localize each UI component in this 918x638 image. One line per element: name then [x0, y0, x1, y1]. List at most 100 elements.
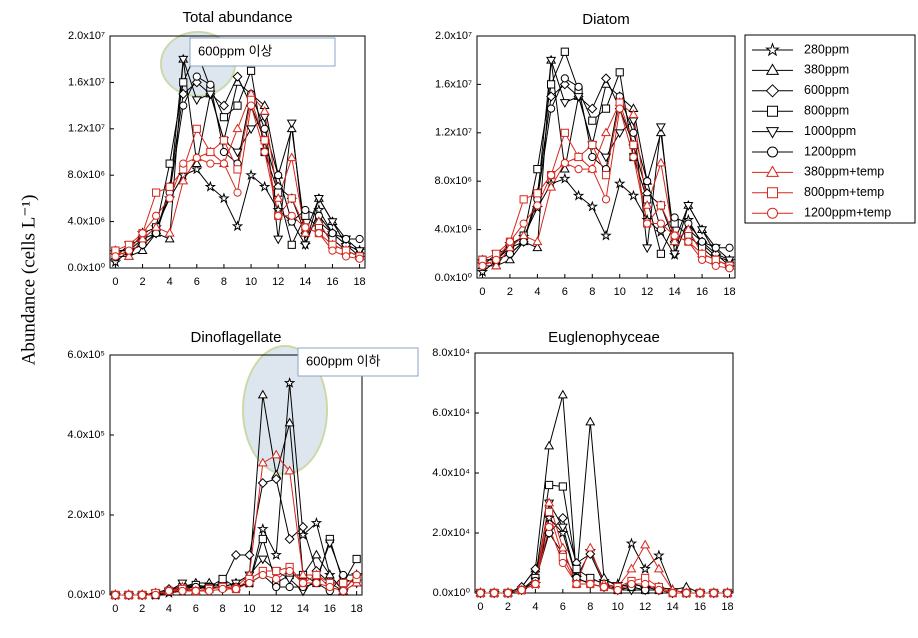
data-point: [505, 237, 515, 246]
data-point: [283, 376, 296, 388]
legend-marker: [765, 127, 780, 139]
data-point: [328, 246, 337, 255]
x-tick-label: 10: [614, 286, 626, 298]
data-point: [627, 579, 636, 589]
data-point: [544, 497, 555, 507]
data-point: [352, 570, 361, 580]
data-point: [124, 246, 134, 255]
y-tick-label: 8.0x10⁴: [432, 347, 470, 359]
x-tick-label: 8: [221, 276, 227, 288]
data-point: [312, 578, 321, 588]
legend-marker: [765, 84, 780, 98]
data-point: [272, 566, 281, 576]
data-point: [151, 222, 162, 231]
data-point: [560, 74, 569, 83]
data-point: [547, 104, 556, 113]
data-point: [517, 585, 526, 595]
data-point: [258, 570, 267, 580]
data-point: [572, 579, 581, 589]
data-point: [640, 539, 651, 549]
data-point: [557, 523, 568, 533]
data-point: [284, 575, 295, 585]
data-point: [151, 590, 160, 600]
data-point: [625, 537, 638, 549]
y-tick-label: 2.0x10⁴: [432, 527, 470, 539]
data-point: [642, 200, 653, 209]
x-tick-label: 12: [272, 276, 284, 288]
data-point: [191, 586, 200, 596]
data-point: [245, 169, 257, 181]
data-point: [601, 195, 611, 204]
data-point: [532, 236, 543, 246]
data-point: [192, 153, 201, 162]
data-point: [164, 227, 175, 237]
y-tick-label: 6.0x10⁴: [432, 407, 470, 419]
data-point: [232, 77, 243, 86]
data-point: [615, 68, 624, 77]
legend-label: 1200ppm: [804, 144, 856, 158]
data-point: [641, 573, 650, 583]
data-point: [272, 574, 281, 584]
data-point: [285, 582, 294, 592]
data-point: [231, 584, 241, 594]
legend-label: 380ppm+temp: [804, 165, 884, 179]
chart-title: Total abundance: [182, 9, 292, 26]
legend-marker: [766, 146, 779, 158]
data-point: [600, 153, 612, 163]
data-point: [560, 128, 569, 137]
data-point: [559, 163, 570, 173]
y-tick-label: 1.2x10⁷: [435, 127, 472, 139]
data-point: [684, 219, 693, 228]
data-point: [218, 584, 227, 594]
data-point: [503, 588, 513, 598]
data-point: [725, 243, 734, 252]
y-tick-label: 1.6x10⁷: [68, 76, 105, 88]
y-tick-label: 2.0x10⁷: [435, 30, 472, 42]
y-tick-label: 0.0x10⁰: [68, 589, 106, 601]
data-point: [355, 254, 364, 263]
data-point: [628, 109, 639, 119]
x-tick-label: 4: [532, 601, 538, 613]
legend-marker: [765, 63, 780, 75]
data-point: [559, 172, 571, 184]
data-point: [601, 104, 611, 113]
legend-label: 800ppm+temp: [804, 185, 884, 199]
data-point: [219, 113, 229, 122]
y-tick-label: 4.0x10⁶: [67, 216, 105, 228]
data-point: [218, 192, 230, 204]
data-point: [533, 165, 542, 174]
series-line: [482, 178, 730, 273]
data-point: [218, 100, 229, 111]
series-line: [480, 394, 728, 594]
data-point: [297, 521, 309, 533]
data-point: [301, 223, 310, 232]
data-point: [557, 389, 568, 399]
data-point: [313, 195, 324, 204]
plot-frame: [474, 352, 734, 594]
data-point: [519, 219, 528, 228]
data-point: [312, 570, 321, 580]
data-point: [615, 104, 624, 113]
data-point: [711, 243, 720, 252]
x-tick-label: 4: [534, 286, 540, 298]
x-tick-label: 4: [167, 276, 173, 288]
data-point: [258, 180, 271, 192]
data-point: [138, 590, 147, 600]
x-tick-label: 8: [220, 603, 226, 615]
data-point: [711, 255, 720, 264]
data-point: [339, 578, 348, 588]
data-point: [643, 177, 652, 186]
data-point: [137, 245, 148, 254]
data-point: [547, 171, 556, 180]
x-tick-label: 12: [641, 286, 653, 298]
x-tick-label: 6: [194, 276, 200, 288]
data-point: [587, 103, 598, 114]
x-tick-label: 14: [666, 601, 678, 613]
data-point: [300, 227, 311, 237]
data-point: [259, 106, 270, 115]
x-tick-label: 2: [139, 276, 145, 288]
data-point: [519, 195, 528, 204]
data-point: [298, 578, 308, 588]
data-point: [230, 549, 242, 561]
data-point: [284, 417, 295, 427]
